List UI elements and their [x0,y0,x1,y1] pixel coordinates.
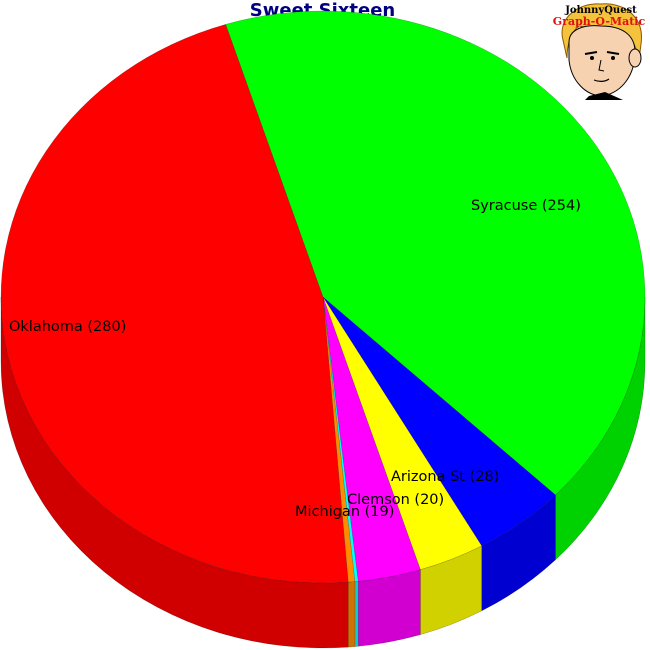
pie-slice-1 [322,296,556,547]
pie-side-3 [357,569,421,647]
logo-face-icon: JohnnyQuest Graph-O-Matic [553,3,646,100]
pie-sides [0,296,646,649]
graph-o-matic-logo: JohnnyQuest Graph-O-Matic [549,0,650,100]
pie-labels: Syracuse (254) Arizona St (28) Clemson (20… [9,198,581,520]
pie-side-5 [347,581,356,648]
pie-top [0,10,646,584]
slice-label-0: Syracuse (254) [471,198,581,214]
pie-slice-3 [322,296,421,582]
pie-slice-2 [322,296,483,570]
pie-slice-5 [322,296,356,583]
slice-label-6: Oklahoma (280) [9,319,126,335]
slice-label-2: Clemson (20) [347,492,444,508]
pie-side-4 [354,581,359,647]
logo-line-2: Graph-O-Matic [553,15,646,28]
pie-slice-0 [225,10,646,496]
pie-slice-4 [322,296,359,582]
slice-label-3: Michigan (19) [295,504,394,520]
logo-line-1: JohnnyQuest [564,5,637,16]
pie-slice-6 [0,24,349,584]
slice-label-1: Arizona St (28) [391,469,499,485]
